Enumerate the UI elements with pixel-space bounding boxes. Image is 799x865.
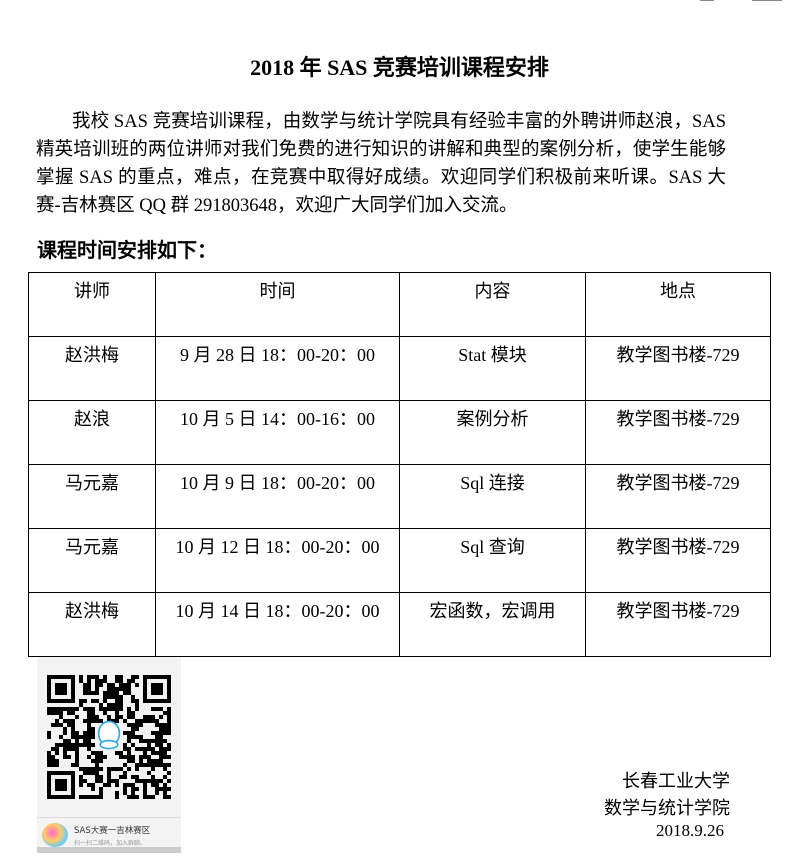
schedule-heading: 课程时间安排如下： — [37, 240, 217, 262]
qr-card: SAS大赛一吉林赛区 扫一扫二维码，加入群聊。 — [37, 657, 181, 853]
table-cell: 马元嘉 — [28, 528, 156, 593]
signature-university: 长春工业大学 — [622, 771, 730, 791]
table-cell: 地点 — [585, 272, 771, 337]
table-row: 赵洪梅 10 月 14 日 18：00-20：00 宏函数，宏调用 教学图书楼-729 — [28, 592, 771, 657]
table-cell: Stat 模块 — [399, 336, 586, 401]
group-avatar — [42, 823, 68, 847]
qr-code — [47, 675, 171, 799]
divider — [37, 817, 181, 818]
qr-modules — [47, 675, 171, 799]
page-corner-mark — [752, 0, 782, 1]
table-cell: 案例分析 — [399, 400, 586, 465]
page-corner-mark — [700, 0, 714, 1]
table-cell: 教学图书楼-729 — [585, 464, 771, 529]
intro-paragraph: 我校 SAS 竞赛培训课程，由数学与统计学院具有经验丰富的外聘讲师赵浪，SAS … — [36, 112, 726, 216]
table-cell: 教学图书楼-729 — [585, 336, 771, 401]
table-cell: 马元嘉 — [28, 464, 156, 529]
table-cell: 10 月 12 日 18：00-20：00 — [155, 528, 400, 593]
group-name: SAS大赛一吉林赛区 — [74, 826, 151, 836]
table-cell: Sql 查询 — [399, 528, 586, 593]
card-shadow — [37, 847, 181, 853]
table-cell: 讲师 — [28, 272, 156, 337]
signature-college: 数学与统计学院 — [604, 798, 730, 818]
schedule-table: 讲师 时间 内容 地点 赵洪梅 9 月 28 日 18：00-20：00 Stat 模块 教学… — [28, 272, 771, 657]
table-row: 马元嘉 10 月 9 日 18：00-20：00 Sql 连接 教学图书楼-729 — [28, 464, 771, 529]
table-row: 赵洪梅 9 月 28 日 18：00-20：00 Stat 模块 教学图书楼-729 — [28, 336, 771, 401]
table-cell: 赵洪梅 — [28, 336, 156, 401]
document-title: 2018 年 SAS 竞赛培训课程安排 — [250, 55, 549, 80]
table-cell: 赵浪 — [28, 400, 156, 465]
qq-penguin-icon — [97, 720, 121, 750]
table-cell: 9 月 28 日 18：00-20：00 — [155, 336, 400, 401]
table-cell: Sql 连接 — [399, 464, 586, 529]
qr-hint: 扫一扫二维码，加入群聊。 — [74, 840, 147, 847]
table-cell: 10 月 14 日 18：00-20：00 — [155, 592, 400, 657]
table-row: 赵浪 10 月 5 日 14：00-16：00 案例分析 教学图书楼-729 — [28, 400, 771, 465]
table-header-row: 讲师 时间 内容 地点 — [28, 272, 771, 337]
table-cell: 教学图书楼-729 — [585, 528, 771, 593]
table-cell: 宏函数，宏调用 — [399, 592, 586, 657]
table-cell: 赵洪梅 — [28, 592, 156, 657]
table-cell: 内容 — [399, 272, 586, 337]
table-row: 马元嘉 10 月 12 日 18：00-20：00 Sql 查询 教学图书楼-729 — [28, 528, 771, 593]
table-cell: 时间 — [155, 272, 400, 337]
table-cell: 10 月 9 日 18：00-20：00 — [155, 464, 400, 529]
table-cell: 教学图书楼-729 — [585, 592, 771, 657]
table-cell: 10 月 5 日 14：00-16：00 — [155, 400, 400, 465]
table-cell: 教学图书楼-729 — [585, 400, 771, 465]
signature-date: 2018.9.26 — [656, 821, 724, 840]
